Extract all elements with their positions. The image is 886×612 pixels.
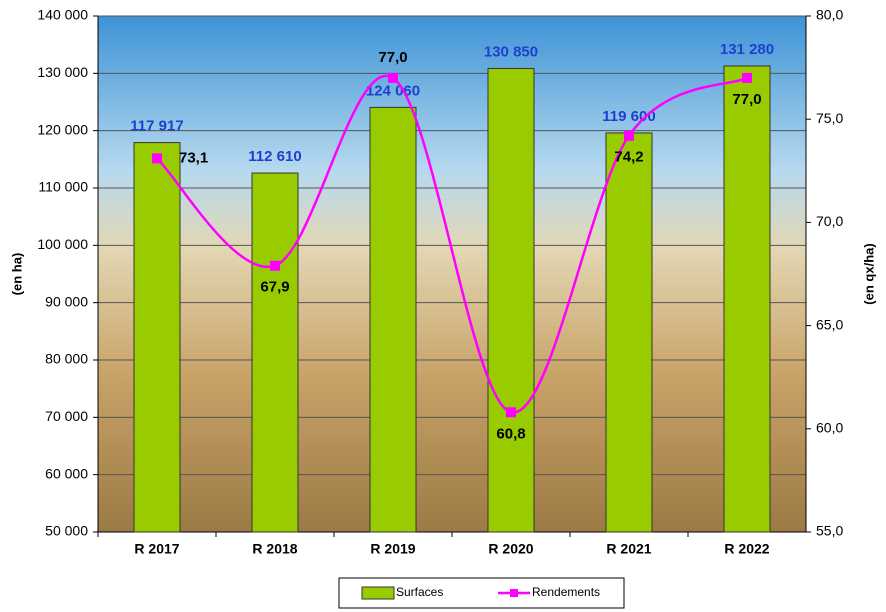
line-marker xyxy=(388,72,398,83)
y-tick-label: 140 000 xyxy=(37,7,88,23)
bar xyxy=(251,172,299,533)
x-tick-label: R 2017 xyxy=(134,541,179,557)
y2-tick-label: 70,0 xyxy=(816,213,843,229)
bar xyxy=(487,67,535,533)
y2-tick-label: 60,0 xyxy=(816,420,843,436)
y2-axis-label: (en qx/ha) xyxy=(861,243,876,304)
y2-tick-label: 75,0 xyxy=(816,110,843,126)
legend-swatch xyxy=(361,586,395,600)
y-tick-label: 50 000 xyxy=(45,523,88,539)
line-marker xyxy=(152,153,162,164)
x-tick-label: R 2022 xyxy=(724,541,769,557)
line-marker xyxy=(624,130,634,141)
y2-tick-label: 65,0 xyxy=(816,316,843,332)
x-tick-label: R 2019 xyxy=(370,541,415,557)
bar-value-label: 130 850 xyxy=(484,43,538,60)
bar-value-label: 131 280 xyxy=(720,41,774,58)
y-tick-label: 70 000 xyxy=(45,408,88,424)
line-marker xyxy=(742,72,752,83)
bar-value-label: 124 060 xyxy=(366,82,420,99)
bar-value-label: 117 917 xyxy=(130,118,183,135)
bar xyxy=(369,106,417,533)
legend-swatch xyxy=(510,589,518,597)
line-value-label: 60,8 xyxy=(496,425,525,442)
line-marker xyxy=(270,260,280,271)
legend-label: Rendements xyxy=(532,585,600,599)
y-tick-label: 80 000 xyxy=(45,351,88,367)
legend-label: Surfaces xyxy=(396,585,443,599)
line-value-label: 67,9 xyxy=(260,279,289,296)
bar-value-label: 112 610 xyxy=(248,148,301,165)
y-axis-label: (en ha) xyxy=(9,253,24,296)
y-tick-label: 60 000 xyxy=(45,465,88,481)
line-marker xyxy=(506,407,516,418)
bar xyxy=(723,65,771,533)
bar xyxy=(133,142,181,533)
y-tick-label: 110 000 xyxy=(38,179,88,195)
line-value-label: 74,2 xyxy=(614,149,643,166)
plot-background xyxy=(98,16,806,532)
line-value-label: 77,0 xyxy=(732,91,761,108)
x-tick-label: R 2021 xyxy=(606,541,651,557)
line-value-label: 73,1 xyxy=(179,149,208,166)
y-tick-label: 130 000 xyxy=(37,64,88,80)
line-value-label: 77,0 xyxy=(378,49,407,66)
x-tick-label: R 2020 xyxy=(488,541,533,557)
x-tick-label: R 2018 xyxy=(252,541,297,557)
y2-tick-label: 55,0 xyxy=(816,523,843,539)
y-tick-label: 100 000 xyxy=(37,236,88,252)
y2-tick-label: 80,0 xyxy=(816,7,843,23)
bar xyxy=(605,132,653,533)
y-tick-label: 90 000 xyxy=(45,293,88,309)
y-tick-label: 120 000 xyxy=(37,121,88,137)
